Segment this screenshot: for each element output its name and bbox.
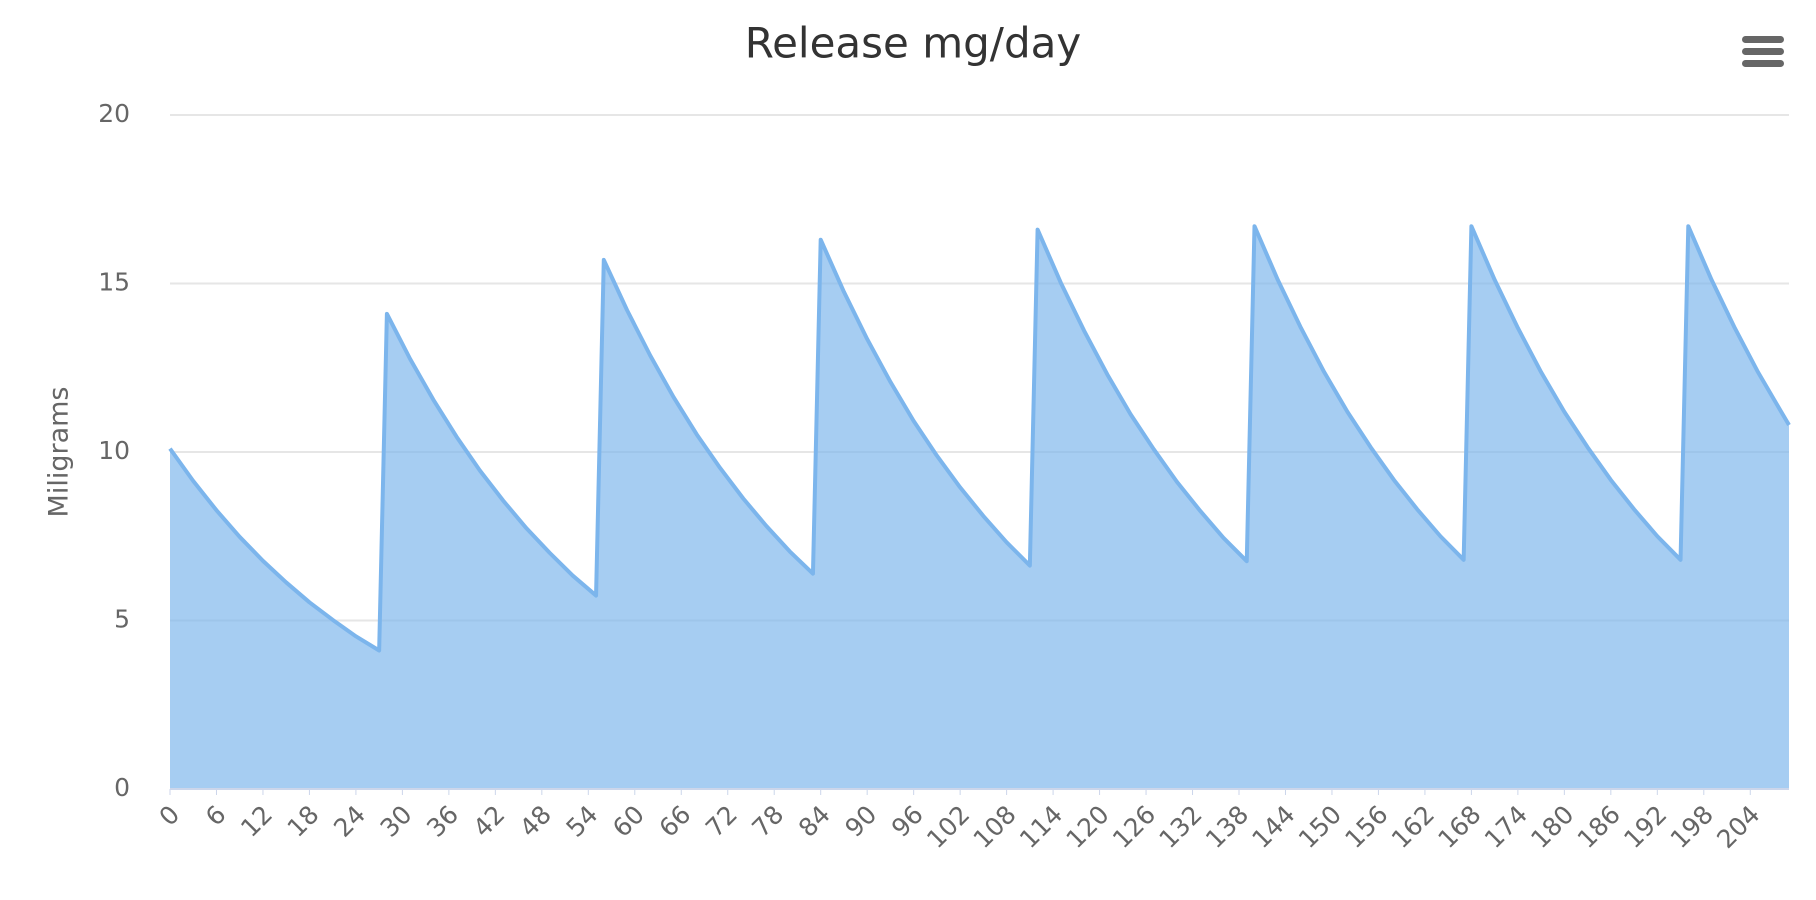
x-tick-label: 108 xyxy=(968,800,1022,854)
x-tick-label: 204 xyxy=(1711,800,1765,854)
x-tick-label: 42 xyxy=(468,800,511,843)
x-tick-label: 30 xyxy=(375,800,418,843)
menu-button[interactable] xyxy=(1742,36,1784,67)
x-tick-label: 186 xyxy=(1572,800,1626,854)
x-tick-label: 24 xyxy=(328,800,371,843)
y-tick-label: 0 xyxy=(114,773,130,802)
x-tick-label: 48 xyxy=(514,800,557,843)
x-tick-label: 180 xyxy=(1525,800,1579,854)
menu-bar xyxy=(1742,60,1784,67)
x-tick-label: 168 xyxy=(1432,800,1486,854)
x-tick-label: 72 xyxy=(700,800,743,843)
x-tick-label: 78 xyxy=(746,800,789,843)
y-tick-label: 10 xyxy=(98,436,130,465)
x-tick-label: 36 xyxy=(421,800,464,843)
x-tick-label: 0 xyxy=(153,800,185,832)
x-tick-label: 18 xyxy=(282,800,325,843)
x-tick-label: 150 xyxy=(1293,800,1347,854)
x-tick-label: 162 xyxy=(1386,800,1440,854)
x-tick-label: 120 xyxy=(1061,800,1115,854)
x-tick-label: 174 xyxy=(1479,800,1533,854)
menu-bar xyxy=(1742,36,1784,43)
x-tick-label: 12 xyxy=(235,800,278,843)
x-tick-label: 156 xyxy=(1339,800,1393,854)
x-tick-label: 90 xyxy=(839,800,882,843)
y-tick-label: 20 xyxy=(98,99,130,128)
area-fill xyxy=(170,226,1789,789)
menu-bar xyxy=(1742,48,1784,55)
x-tick-label: 144 xyxy=(1246,800,1300,854)
y-tick-label: 5 xyxy=(114,605,130,634)
x-tick-label: 138 xyxy=(1200,800,1254,854)
x-tick-label: 54 xyxy=(560,800,603,843)
x-tick-label: 66 xyxy=(653,800,696,843)
x-tick-label: 96 xyxy=(886,800,929,843)
y-axis-title: Miligrams xyxy=(44,387,75,518)
x-tick-label: 192 xyxy=(1618,800,1672,854)
x-tick-label: 6 xyxy=(200,800,232,832)
x-tick-label: 114 xyxy=(1014,800,1068,854)
x-tick-label: 102 xyxy=(921,800,975,854)
x-tick-label: 60 xyxy=(607,800,650,843)
x-tick-label: 132 xyxy=(1153,800,1207,854)
x-tick-label: 84 xyxy=(793,800,836,843)
x-tick-label: 126 xyxy=(1107,800,1161,854)
area-line xyxy=(168,224,1791,653)
chart-title: Release mg/day xyxy=(745,19,1081,68)
x-tick-label: 198 xyxy=(1665,800,1719,854)
y-tick-label: 15 xyxy=(98,268,130,297)
